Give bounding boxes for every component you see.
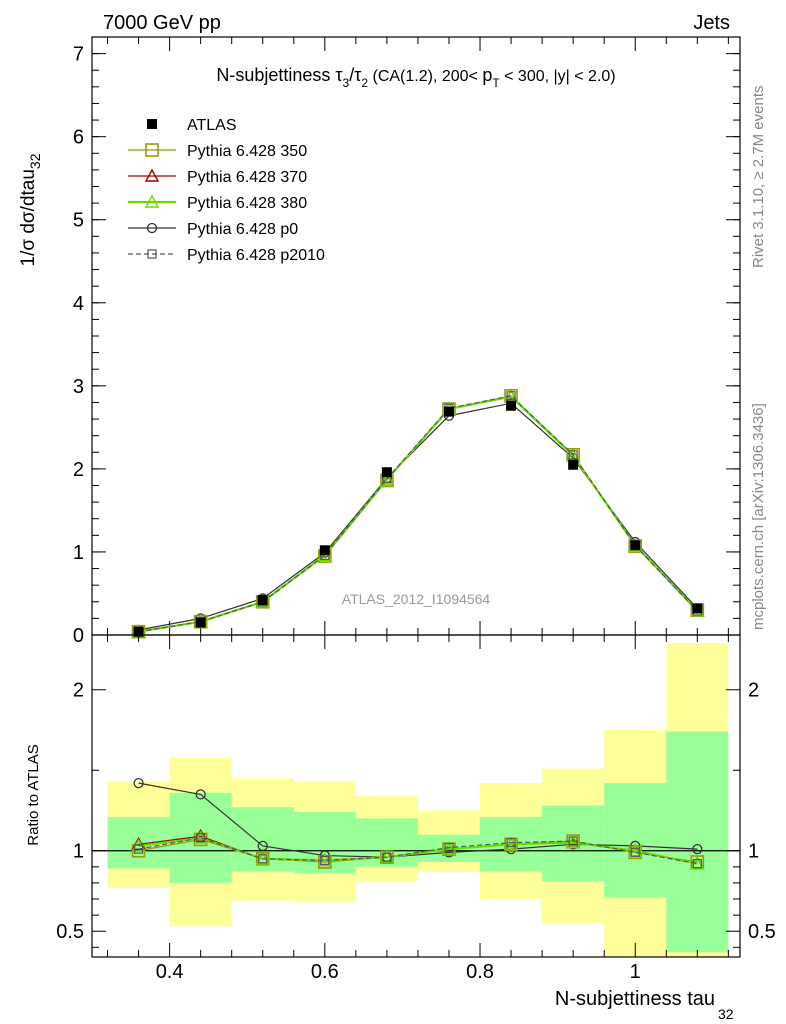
ratio-data-point [379, 849, 395, 863]
legend-label: ATLAS [187, 117, 237, 134]
x-tick-label: 0.8 [466, 961, 494, 983]
x-tick-label: 1 [630, 961, 641, 983]
legend-marker [146, 222, 158, 234]
main-y-axis-label: 1/σ dσ/dtau32 [18, 153, 43, 266]
main-data-point [506, 391, 516, 401]
ratio-y-tick-label: 1 [73, 841, 84, 863]
main-y-tick-label: 7 [73, 44, 84, 66]
ratio-data-point [506, 838, 516, 848]
x-tick-label: 0.6 [311, 961, 339, 983]
x-axis-label-subscript: 32 [718, 1006, 734, 1022]
main-y-tick-label: 3 [73, 376, 84, 398]
ratio-y-axis-label: Ratio to ATLAS [25, 744, 42, 845]
ratio-y-tick-label: 2 [73, 680, 84, 702]
main-data-point [568, 450, 578, 460]
main-data-point [381, 467, 392, 478]
main-y-tick-label: 0 [73, 625, 84, 647]
legend-marker [145, 143, 159, 157]
ratio-data-point [133, 777, 144, 789]
ratio-data-point [692, 843, 703, 855]
ratio-data-point [133, 844, 144, 854]
ratio-y-tick-label-right: 2 [748, 680, 759, 702]
ratio-band-green [231, 807, 294, 872]
main-y-tick-label: 6 [73, 127, 84, 149]
ratio-data-point [257, 840, 268, 852]
main-data-point [133, 626, 144, 637]
main-data-point [568, 459, 579, 470]
legend-marker [144, 194, 160, 208]
ratio-data-point [131, 836, 146, 850]
ratio-data-point [193, 830, 208, 844]
x-axis-label: N-subjettiness tau [555, 988, 715, 1010]
main-data-point [379, 472, 395, 486]
main-data-point [319, 545, 330, 556]
ratio-data-point [444, 842, 454, 853]
ratio-data-point [628, 843, 643, 857]
ratio-band-green [355, 818, 418, 867]
ratio-data-point [320, 855, 330, 866]
watermark-label: ATLAS_2012_I1094564 [342, 591, 491, 607]
header-left-label: 7000 GeV pp [103, 12, 221, 34]
main-data-point [692, 603, 703, 614]
main-data-point [257, 595, 268, 606]
ratio-data-point [382, 852, 392, 862]
ratio-data-point [503, 836, 519, 850]
ratio-band-green [604, 783, 667, 898]
main-series-line [138, 395, 698, 633]
legend-marker [144, 168, 160, 182]
legend-label: Pythia 6.428 p0 [187, 221, 298, 238]
main-y-tick-label: 1 [73, 542, 84, 564]
ratio-band-green [293, 812, 356, 874]
ratio-series-line [138, 782, 698, 858]
legend: ATLAS Pythia 6.428 350 Pythia 6.428 370 Pyt… [128, 117, 325, 264]
x-tick-label: 0.4 [156, 961, 184, 983]
main-y-tick-label: 2 [73, 459, 84, 481]
legend-marker [147, 249, 157, 259]
rivet-label: Rivet 3.1.10, ≥ 2.7M events [750, 86, 767, 269]
main-y-tick-label: 5 [73, 210, 84, 232]
ratio-y-tick-label-right: 1 [748, 841, 759, 863]
ratio-data-point [441, 841, 457, 855]
legend-label: Pythia 6.428 p2010 [187, 247, 325, 264]
main-y-tick-label: 4 [73, 293, 84, 315]
ratio-data-point [630, 847, 640, 857]
ratio-data-point [258, 854, 268, 864]
main-data-point [195, 617, 206, 628]
ratio-data-point [196, 833, 206, 843]
main-data-point [443, 406, 454, 417]
ratio-y-tick-label-right: 0.5 [748, 921, 776, 943]
ratio-data-point [195, 789, 206, 800]
main-plot-title: N-subjettiness τ3/τ2 (CA(1.2), 200< pT <… [216, 65, 615, 90]
mcplots-label: mcplots.cern.ch [arXiv:1306.3436] [750, 403, 767, 630]
ratio-plot: 0.5 0.5 1 1 2 2 0.4 0.6 0.8 1 [56, 634, 776, 983]
ratio-data-point [692, 859, 702, 869]
main-data-point [630, 540, 641, 551]
main-plot: 0 1 2 3 4 5 6 7 [73, 36, 741, 647]
ratio-band-green [666, 731, 729, 953]
ratio-y-tick-label: 0.5 [56, 921, 84, 943]
ratio-data-point [568, 836, 578, 846]
ratio-series-line [138, 836, 698, 865]
ratio-frame [91, 634, 741, 958]
ratio-series-line [138, 837, 698, 865]
ratio-data-point [193, 828, 208, 842]
main-data-point [506, 400, 517, 411]
legend-label: Pythia 6.428 380 [187, 195, 307, 212]
legend-label: Pythia 6.428 370 [187, 169, 307, 186]
legend-marker [147, 119, 157, 129]
header-right-label: Jets [693, 12, 730, 34]
legend-label: Pythia 6.428 350 [187, 143, 307, 160]
